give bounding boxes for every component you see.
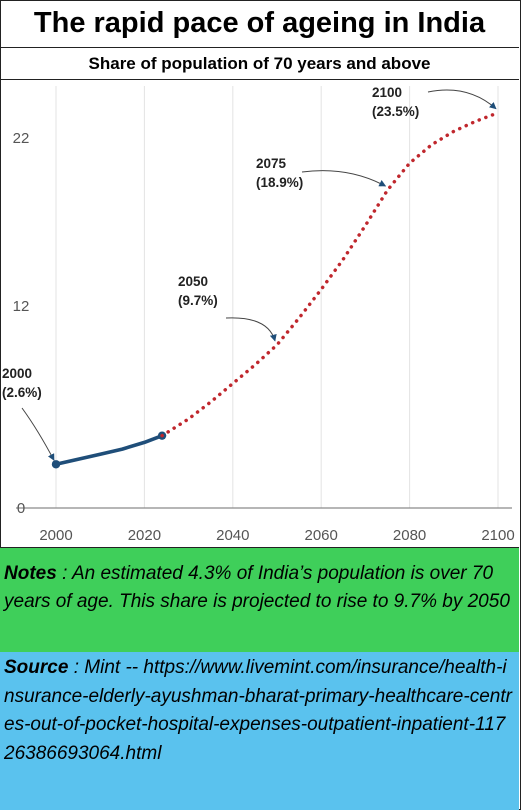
page-subtitle: Share of population of 70 years and abov… [0, 48, 519, 80]
notes-label: Notes [4, 563, 57, 584]
annotation-arrow-2000 [21, 407, 55, 461]
series-layer [51, 111, 500, 469]
x-tick-label-2000: 2000 [39, 527, 72, 544]
x-tick-label-2020: 2020 [128, 527, 161, 544]
annotation-value-2075: (18.9%) [256, 175, 303, 190]
y-tick-label-22: 22 [13, 130, 30, 147]
projection-series-line [160, 111, 500, 438]
annotation-year-2100: 2100 [372, 85, 402, 100]
grid-layer [16, 86, 512, 509]
annotation-layer: 2000 (2.6%) 2050 (9.7%) 2075 (18.9%) 2100 (23.5… [2, 85, 497, 461]
tick-layer: 2000 2020 2040 2060 2080 2100 0 12 22 [13, 130, 515, 544]
annotation-arrow-2075 [301, 170, 387, 187]
page-title: The rapid pace of ageing in India [0, 0, 519, 48]
line-chart: 2000 2020 2040 2060 2080 2100 0 12 22 2000 (2.6%)… [2, 85, 515, 544]
x-tick-label-2080: 2080 [393, 527, 426, 544]
source-box: Source : Mint -- https://www.livemint.co… [0, 652, 519, 810]
annotation-value-2000: (2.6%) [2, 385, 42, 400]
annotation-value-2050: (9.7%) [178, 293, 218, 308]
notes-box: Notes : An estimated 4.3% of India’s pop… [0, 547, 519, 664]
chart-area: 2000 2020 2040 2060 2080 2100 0 12 22 2000 (2.6%)… [0, 80, 519, 546]
annotation-year-2000: 2000 [2, 366, 32, 381]
annotation-arrow-2100 [427, 89, 497, 110]
x-tick-label-2100: 2100 [481, 527, 514, 544]
annotation-arrow-2050 [225, 317, 277, 342]
historic-point-2000 [51, 460, 61, 469]
historic-series-line [54, 433, 164, 467]
annotation-year-2050: 2050 [178, 274, 208, 289]
y-tick-label-12: 12 [13, 298, 30, 315]
source-text: Mint -- https://www.livemint.com/insuran… [4, 657, 512, 764]
annotation-year-2075: 2075 [256, 156, 287, 171]
y-tick-label-0: 0 [17, 500, 25, 517]
notes-text: An estimated 4.3% of India’s population … [4, 563, 510, 612]
x-tick-label-2040: 2040 [216, 527, 249, 544]
annotation-value-2100: (23.5%) [372, 104, 419, 119]
x-tick-label-2060: 2060 [305, 527, 338, 544]
source-label: Source [4, 657, 69, 678]
